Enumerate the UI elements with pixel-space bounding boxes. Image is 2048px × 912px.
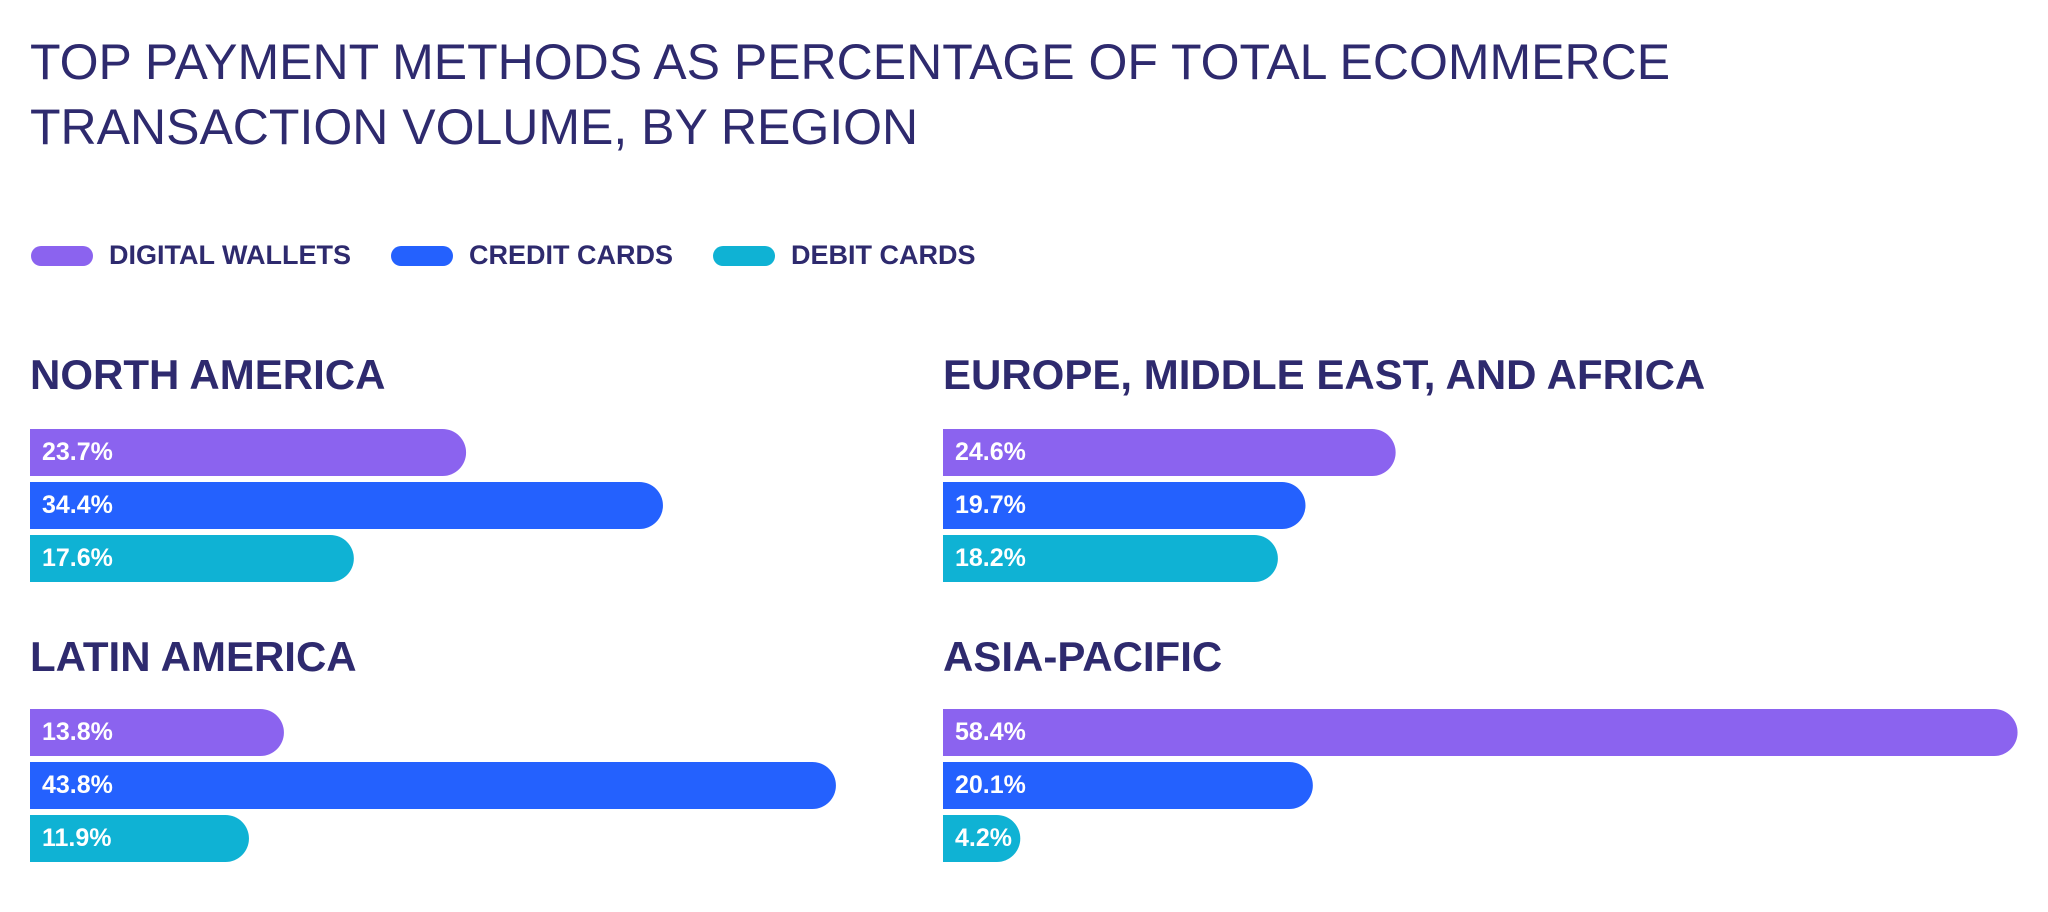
value-label: 58.4% bbox=[955, 718, 1026, 746]
bar bbox=[30, 482, 663, 529]
chart-title: TOP PAYMENT METHODS AS PERCENTAGE OF TOT… bbox=[30, 34, 1670, 90]
bar bbox=[30, 429, 467, 476]
value-label: 17.6% bbox=[42, 544, 113, 572]
value-label: 19.7% bbox=[955, 491, 1026, 519]
value-label: 11.9% bbox=[42, 824, 112, 852]
legend-swatch bbox=[713, 246, 776, 266]
panel-title: LATIN AMERICA bbox=[30, 633, 357, 680]
legend-swatch bbox=[31, 246, 93, 266]
value-label: 4.2% bbox=[955, 824, 1012, 852]
legend-swatch bbox=[391, 246, 453, 266]
chart-title: TRANSACTION VOLUME, BY REGION bbox=[30, 99, 918, 155]
bar bbox=[943, 762, 1313, 809]
value-label: 18.2% bbox=[955, 544, 1026, 572]
bar bbox=[943, 535, 1278, 582]
panel-title: NORTH AMERICA bbox=[30, 351, 385, 398]
legend-label: CREDIT CARDS bbox=[469, 240, 673, 270]
value-label: 34.4% bbox=[42, 491, 113, 519]
bar bbox=[943, 429, 1396, 476]
value-label: 20.1% bbox=[955, 771, 1026, 799]
bar bbox=[30, 762, 836, 809]
bar bbox=[943, 709, 2018, 756]
bar bbox=[30, 535, 354, 582]
bar bbox=[943, 482, 1306, 529]
bar bbox=[30, 709, 284, 756]
bar bbox=[943, 815, 1021, 862]
value-label: 43.8% bbox=[42, 771, 113, 799]
legend-label: DEBIT CARDS bbox=[791, 240, 976, 270]
panel-title: ASIA-PACIFIC bbox=[943, 633, 1222, 680]
value-label: 23.7% bbox=[42, 438, 113, 466]
legend-label: DIGITAL WALLETS bbox=[109, 240, 351, 270]
value-label: 13.8% bbox=[42, 718, 113, 746]
value-label: 24.6% bbox=[955, 438, 1026, 466]
bar bbox=[30, 815, 249, 862]
panel-title: EUROPE, MIDDLE EAST, AND AFRICA bbox=[943, 351, 1705, 398]
